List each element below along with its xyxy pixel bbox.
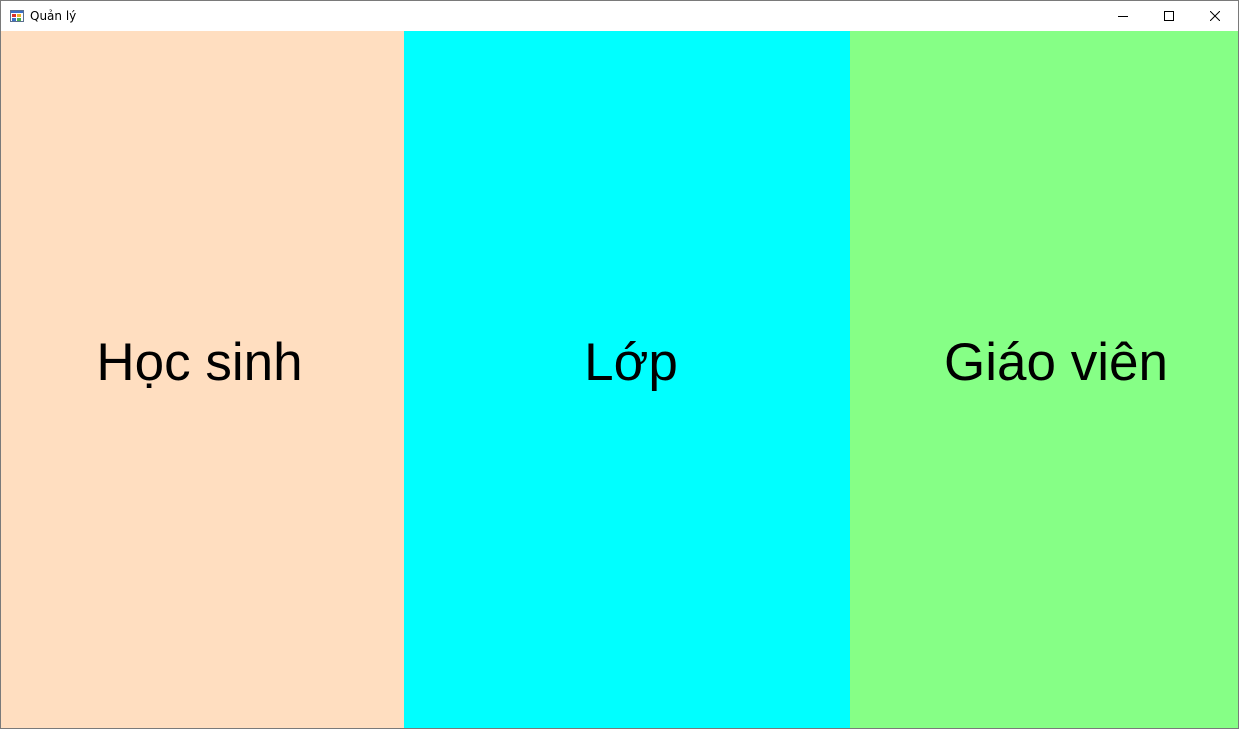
minimize-button[interactable] [1100,1,1146,31]
lop-panel[interactable]: Lớp [404,31,850,728]
giao-vien-panel[interactable]: Giáo viên [850,31,1238,728]
hoc-sinh-label: Học sinh [96,333,303,392]
app-icon [10,10,24,22]
maximize-icon [1164,11,1174,21]
close-icon [1210,11,1220,21]
minimize-icon [1118,16,1128,17]
lop-label: Lớp [584,333,678,392]
giao-vien-label: Giáo viên [944,333,1168,392]
main-content: Học sinh Lớp Giáo viên [1,31,1238,728]
close-button[interactable] [1192,1,1238,31]
window-title: Quản lý [30,9,77,23]
maximize-button[interactable] [1146,1,1192,31]
hoc-sinh-panel[interactable]: Học sinh [1,31,404,728]
title-bar[interactable]: Quản lý [1,1,1238,31]
window-controls [1100,1,1238,31]
